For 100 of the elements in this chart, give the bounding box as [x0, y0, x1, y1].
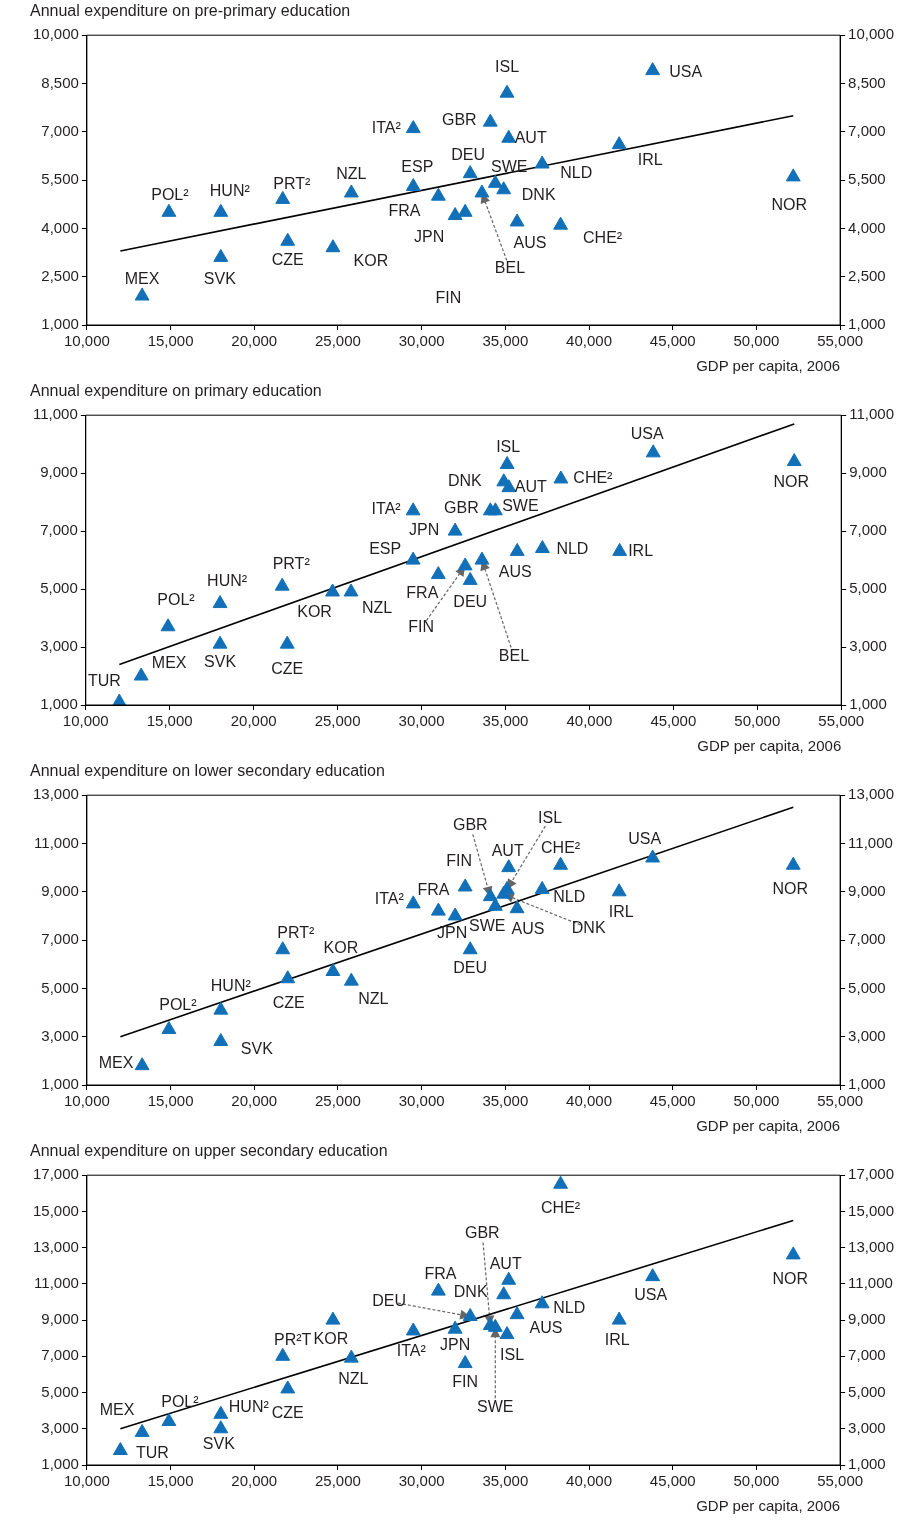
annotation: KOR: [297, 603, 332, 621]
y2-tick-label: 13,000: [848, 785, 895, 803]
annotation: CZE: [271, 659, 304, 677]
annotation: CZE: [271, 250, 304, 268]
point: [343, 972, 359, 986]
annotation: SWE: [469, 916, 506, 934]
y-tick-label: 7,000: [40, 521, 78, 539]
y2-tick-label: 7,000: [848, 1346, 886, 1364]
annotation: DNK: [521, 186, 556, 204]
annotation: DNK: [571, 918, 606, 936]
point: [487, 502, 503, 516]
y-tick-label: 9,000: [41, 1310, 79, 1328]
x-tick-label: 15,000: [147, 332, 194, 350]
point: [553, 470, 569, 484]
x-tick-label: 55,000: [817, 1472, 864, 1490]
point: [343, 1349, 359, 1363]
point: [447, 522, 463, 536]
annotation: NLD: [553, 1299, 586, 1317]
annotation: TUR: [135, 1443, 169, 1461]
annotation: FIN: [408, 618, 435, 636]
point: [785, 1246, 801, 1260]
chart-title: Annual expenditure on primary education: [30, 382, 322, 400]
y-tick-label: 9,000: [41, 881, 79, 899]
annotation: USA: [630, 425, 664, 443]
y-tick-label: 5,000: [40, 579, 78, 597]
annotation: ITA²: [371, 118, 402, 136]
annotation: HUN²: [210, 976, 252, 994]
x-tick-label: 30,000: [398, 1092, 445, 1110]
annotation: DNK: [447, 472, 483, 490]
annotation: ESP: [401, 157, 434, 175]
point: [325, 1311, 341, 1325]
point: [462, 1307, 478, 1321]
point: [325, 963, 341, 976]
x-tick-label: 30,000: [398, 712, 445, 730]
annotation: JPN: [414, 227, 445, 245]
annotation: SVK: [240, 1039, 274, 1057]
annotation: KOR: [313, 1329, 349, 1347]
annotation: USA: [628, 830, 662, 848]
point: [212, 595, 228, 609]
annotation: AUS: [511, 920, 545, 938]
annotation: SWE: [491, 157, 528, 175]
point: [534, 540, 550, 554]
point: [405, 551, 421, 565]
y-tick-label: 5,500: [41, 170, 79, 188]
annotation: MEX: [98, 1054, 134, 1072]
x-axis-title: GDP per capita, 2006: [697, 737, 842, 755]
x-tick-label: 25,000: [315, 332, 361, 350]
point: [325, 583, 340, 597]
annotation: CHE²: [573, 469, 614, 487]
annotation: POL²: [161, 1392, 200, 1410]
point: [785, 168, 801, 182]
point: [534, 880, 550, 894]
point: [280, 970, 296, 984]
y-tick-label: 9,000: [40, 463, 78, 481]
annotation: HUN²: [207, 571, 248, 589]
point: [553, 856, 569, 870]
point: [133, 667, 149, 681]
x-tick-label: 45,000: [650, 712, 697, 730]
point: [457, 1355, 473, 1369]
annotation: DEU: [453, 592, 488, 610]
point: [487, 1318, 503, 1332]
point: [499, 1326, 515, 1340]
y2-tick-label: 8,500: [848, 73, 886, 91]
point: [112, 1442, 128, 1456]
annotation: BEL: [494, 259, 526, 277]
point: [509, 900, 525, 914]
y-tick-label: 5,000: [41, 1382, 79, 1400]
y2-tick-label: 5,500: [848, 170, 886, 188]
point: [534, 155, 550, 169]
point: [430, 902, 446, 916]
y2-tick-label: 11,000: [848, 1274, 893, 1292]
annotation: IRL: [608, 903, 634, 921]
x-tick-label: 20,000: [231, 1092, 278, 1110]
annotation: FIN: [435, 289, 462, 307]
chart-title: Annual expenditure on pre-primary education: [30, 2, 351, 20]
y2-tick-label: 7,000: [848, 930, 886, 948]
annotation: DNK: [453, 1283, 488, 1301]
point: [785, 856, 801, 870]
annotation: ISL: [500, 1346, 525, 1363]
annotation: JPN: [440, 1335, 471, 1353]
y2-tick-label: 10,000: [848, 25, 895, 43]
y-tick-label: 11,000: [34, 833, 79, 851]
annotation: SVK: [202, 1435, 236, 1453]
y-tick-label: 1,000: [40, 695, 78, 713]
point: [482, 113, 498, 127]
x-tick-label: 20,000: [231, 1472, 278, 1490]
annotation: ISL: [495, 57, 520, 75]
x-tick-label: 15,000: [147, 1472, 194, 1490]
y2-tick-label: 1,000: [848, 1455, 886, 1473]
y-tick-label: 7,000: [41, 121, 79, 139]
point: [213, 248, 229, 262]
annotation: PRT²: [273, 174, 311, 192]
point: [553, 1175, 569, 1189]
point: [501, 1271, 517, 1285]
point: [405, 502, 421, 516]
point: [447, 907, 463, 921]
point: [474, 551, 490, 565]
point: [213, 1420, 229, 1434]
y2-tick-label: 5,000: [848, 978, 886, 996]
point: [645, 1268, 661, 1282]
